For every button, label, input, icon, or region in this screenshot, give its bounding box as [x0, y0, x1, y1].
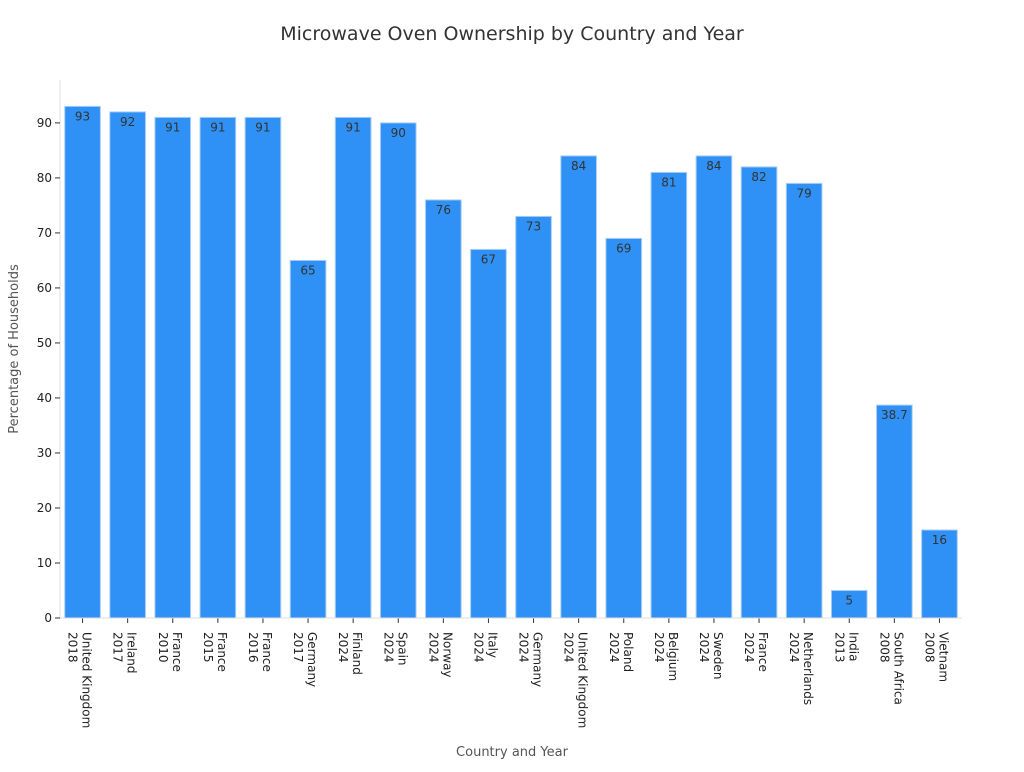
x-tick-label: Vietnam2008	[922, 632, 950, 682]
bar	[334, 116, 372, 619]
data-label: 81	[661, 175, 676, 189]
x-tick-label: France2015	[201, 632, 229, 672]
bar	[695, 155, 733, 619]
data-label: 84	[706, 159, 721, 173]
x-tick-label: France2016	[246, 632, 274, 672]
bar	[154, 116, 192, 619]
data-label: 93	[75, 109, 90, 123]
y-axis-label: Percentage of Households	[7, 264, 22, 434]
data-label: 91	[346, 120, 361, 134]
bar	[605, 237, 643, 619]
data-label: 67	[481, 252, 496, 266]
x-tick-label: France2024	[742, 632, 770, 672]
data-label: 91	[255, 120, 270, 134]
bar	[740, 166, 778, 619]
bar	[289, 259, 327, 619]
chart-title: Microwave Oven Ownership by Country and …	[280, 23, 744, 45]
bar	[244, 116, 282, 619]
data-label: 65	[300, 263, 315, 277]
bar	[470, 248, 507, 619]
bar	[921, 529, 958, 619]
data-label: 69	[616, 241, 631, 255]
x-tick-label: Netherlands2024	[787, 632, 815, 705]
y-tick-label: 70	[37, 226, 52, 240]
data-label: 82	[751, 170, 766, 184]
x-tick-label: India2013	[832, 632, 860, 663]
data-label: 91	[165, 120, 180, 134]
y-tick-label: 20	[37, 501, 52, 515]
y-tick-label: 50	[37, 336, 52, 350]
x-tick-label: United Kingdom2024	[562, 632, 590, 728]
x-axis-label: Country and Year	[456, 745, 569, 760]
y-tick-label: 80	[37, 171, 52, 185]
x-tick-label: Poland2024	[607, 632, 635, 672]
bar	[425, 199, 462, 619]
x-tick-label: Finland2024	[336, 632, 364, 675]
y-tick-label: 30	[37, 446, 52, 460]
data-label: 91	[210, 120, 225, 134]
x-tick-label: France2010	[156, 632, 184, 672]
data-label: 84	[571, 159, 586, 173]
y-tick-label: 90	[37, 116, 52, 130]
bar	[785, 182, 823, 619]
y-tick-label: 60	[37, 281, 52, 295]
data-label: 5	[845, 593, 853, 607]
y-tick-label: 40	[37, 391, 52, 405]
x-tick-label: Norway2024	[426, 632, 454, 678]
data-label: 16	[932, 533, 947, 547]
x-tick-label: Belgium2024	[652, 632, 680, 681]
bar	[650, 171, 688, 619]
bar	[379, 122, 417, 619]
y-tick-label: 10	[37, 556, 52, 570]
bar	[109, 111, 146, 619]
data-label: 73	[526, 219, 541, 233]
bar	[515, 215, 552, 619]
bar	[830, 589, 868, 619]
bar	[560, 155, 597, 619]
data-label: 90	[391, 126, 406, 140]
bar	[876, 404, 913, 619]
x-tick-label: Spain2024	[381, 632, 409, 666]
x-tick-label: Ireland2017	[111, 632, 139, 674]
data-label: 79	[797, 186, 812, 200]
x-tick-label: South Africa2008	[877, 632, 905, 705]
x-tick-label: Germany2017	[291, 632, 319, 687]
y-tick-label: 0	[44, 611, 52, 625]
bar	[199, 116, 237, 619]
data-label: 76	[436, 203, 451, 217]
x-tick-label: Italy2024	[471, 632, 499, 663]
data-label: 38.7	[881, 408, 908, 422]
x-tick-label: Sweden2024	[697, 632, 725, 679]
x-tick-label: Germany2024	[517, 632, 545, 687]
x-tick-label: United Kingdom2018	[66, 632, 94, 728]
bar	[64, 105, 101, 619]
data-label: 92	[120, 115, 135, 129]
